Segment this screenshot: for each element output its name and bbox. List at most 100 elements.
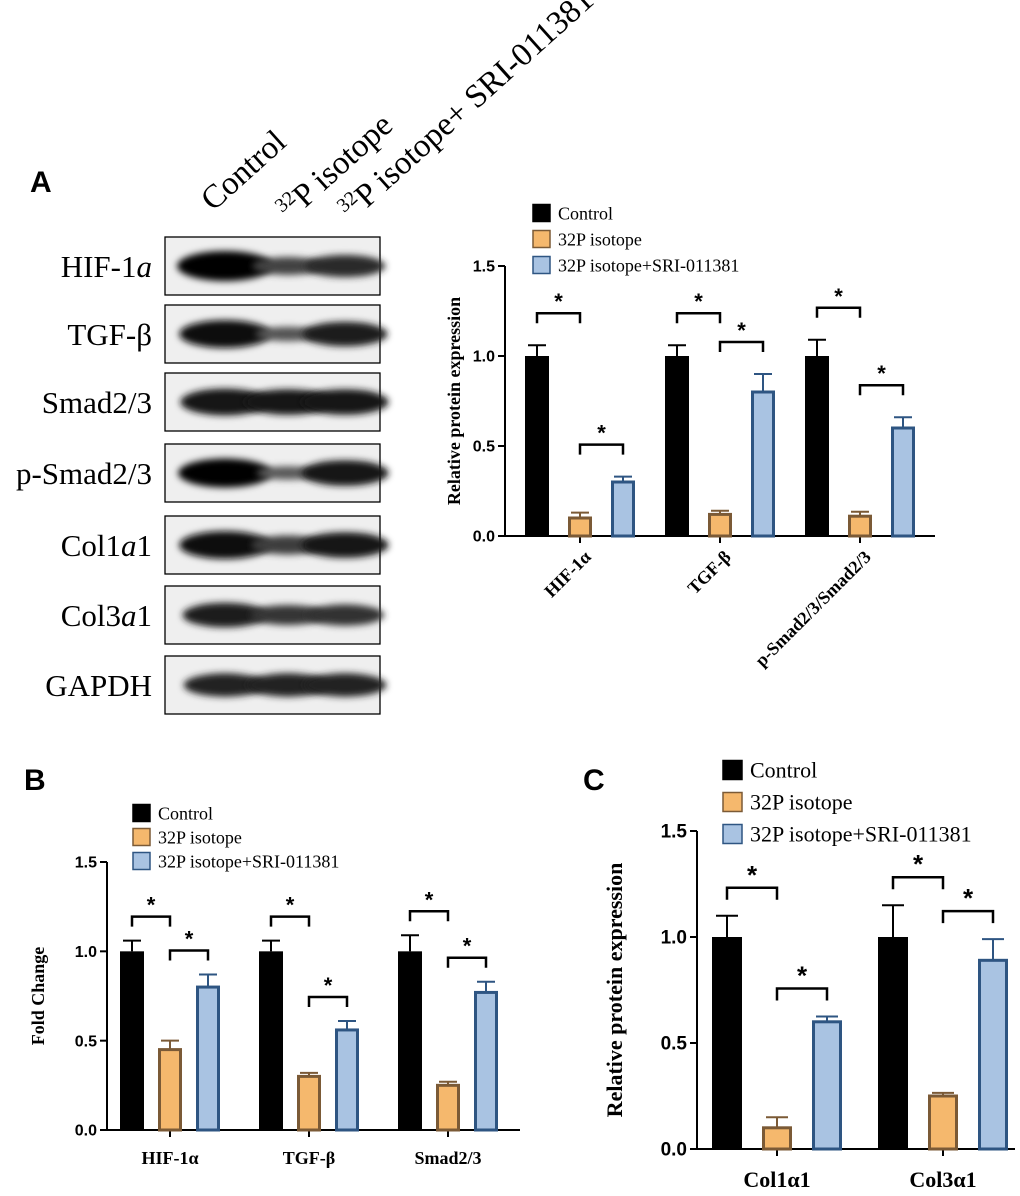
blot-band <box>182 602 268 628</box>
bar-chart-panel-A: Control 32P isotope 32P isotope+SRI-011381… <box>444 203 935 670</box>
blot-row-label-suffix: 1 <box>137 598 153 633</box>
bar <box>611 480 635 538</box>
significance-bracket <box>891 875 945 890</box>
legend-label: 32P isotope+SRI-011381 <box>750 822 972 847</box>
x-category-label: TGF-β <box>283 1148 335 1168</box>
y-axis-label: Fold Change <box>28 947 48 1046</box>
significance-bracket <box>858 383 905 396</box>
panel-letter-B: B <box>24 764 46 797</box>
significance-bracket <box>578 443 625 455</box>
legend-swatch <box>722 791 743 813</box>
legend-label: 32P isotope <box>558 229 642 249</box>
blot-band <box>255 326 321 342</box>
bar <box>848 514 872 538</box>
x-category-label: Col1α1 <box>743 1167 810 1192</box>
y-tick-label: 0.5 <box>661 1034 688 1055</box>
blot-band <box>303 673 387 697</box>
bar <box>712 937 742 1149</box>
legend-swatch <box>722 823 743 845</box>
bar <box>568 516 592 538</box>
significance-bracket <box>307 995 349 1008</box>
y-tick-label: 1.5 <box>661 822 688 843</box>
blot-band <box>180 388 270 416</box>
legend-label: 32P isotope+SRI-011381 <box>158 851 339 871</box>
bar <box>436 1083 460 1132</box>
y-tick-label: 1.0 <box>473 349 495 366</box>
y-tick-label: 0.0 <box>473 529 495 546</box>
significance-star: * <box>554 289 563 314</box>
significance-star: * <box>797 961 808 991</box>
blot-band <box>179 531 271 559</box>
blot-band <box>249 604 327 626</box>
bar <box>762 1126 792 1151</box>
bar <box>335 1028 359 1132</box>
blot-band <box>177 251 273 281</box>
y-tick-label: 1.0 <box>75 944 97 961</box>
y-tick-label: 0.0 <box>75 1123 97 1140</box>
blot-row-label-italic: a <box>121 528 137 563</box>
y-tick-label: 0.5 <box>473 439 495 456</box>
blot-row-label-text: p-Smad2/3 <box>16 456 152 491</box>
significance-bracket <box>535 311 582 324</box>
blot-row-label: Col3a1 <box>61 598 152 633</box>
legend-label: Control <box>158 803 213 823</box>
bar <box>978 958 1008 1151</box>
legend-swatch <box>132 827 151 847</box>
significance-star: * <box>694 289 703 314</box>
x-category-label: HIF-1α <box>141 1148 198 1168</box>
bar <box>805 356 829 536</box>
bar <box>878 937 908 1149</box>
blot-band <box>246 673 330 697</box>
bar <box>297 1074 321 1132</box>
blot-row-label-text: Col1 <box>61 528 121 563</box>
bar-chart-panel-B: Control 32P isotope 32P isotope+SRI-011381… <box>28 803 520 1168</box>
legend-swatch <box>132 851 151 871</box>
legend-swatch <box>532 203 551 223</box>
x-category-label: Smad2/3 <box>414 1148 481 1168</box>
blot-band <box>301 460 389 486</box>
legend-label: 32P isotope <box>750 790 852 815</box>
y-axis-label: Relative protein expression <box>602 863 627 1118</box>
blot-band <box>305 604 385 626</box>
blot-row-label-italic: a <box>121 598 137 633</box>
significance-bracket <box>718 340 765 352</box>
blot-row-label: TGF-β <box>67 317 152 352</box>
bar <box>812 1020 842 1151</box>
blot-band <box>179 320 271 348</box>
blot-row-label: HIF-1a <box>61 249 152 284</box>
significance-star: * <box>185 927 194 952</box>
legend-label: 32P isotope+SRI-011381 <box>558 255 739 275</box>
blot-row-label: Col1a1 <box>61 528 152 563</box>
significance-bracket <box>941 909 995 924</box>
blot-band <box>183 673 267 697</box>
significance-star: * <box>747 860 758 890</box>
blot-band <box>301 389 389 415</box>
significance-bracket <box>130 915 172 927</box>
bar <box>474 990 498 1132</box>
legend-label: 32P isotope <box>158 827 242 847</box>
blot-row-label: GAPDH <box>45 668 152 703</box>
significance-bracket <box>815 306 862 318</box>
bar <box>665 356 689 536</box>
y-tick-label: 0.5 <box>75 1033 97 1050</box>
significance-bracket <box>775 987 829 1001</box>
significance-star: * <box>963 883 974 913</box>
significance-star: * <box>877 361 886 386</box>
significance-bracket <box>408 910 450 922</box>
y-tick-label: 1.0 <box>661 928 687 949</box>
blot-row-label: Smad2/3 <box>42 385 152 420</box>
significance-star: * <box>324 973 333 998</box>
bar-chart-panel-C: Control 32P isotope 32P isotope+SRI-011381… <box>602 758 1015 1192</box>
blot-row-label: p-Smad2/3 <box>16 456 152 491</box>
blot-band <box>302 321 388 347</box>
legend-swatch <box>132 803 151 823</box>
bar <box>120 951 144 1130</box>
significance-star: * <box>147 893 156 918</box>
blot-band <box>178 458 272 488</box>
blot-row-label-text: GAPDH <box>45 668 152 703</box>
legend-swatch <box>532 229 551 249</box>
blot-band <box>252 257 324 275</box>
bar <box>891 426 915 538</box>
